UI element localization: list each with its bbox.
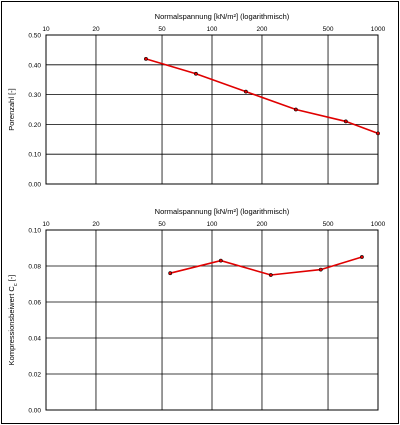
y-tick-label: 0.30: [28, 92, 41, 99]
plot-frame: [45, 229, 379, 411]
data-point: [293, 107, 298, 112]
x-tick-label: 100: [207, 26, 218, 33]
data-point: [144, 56, 148, 61]
y-axis-title: Porenzahl [-]: [7, 88, 16, 131]
x-axis-title: Normalspannung [kN/m²] (logarithmisch): [155, 207, 290, 216]
compression-index-panel: Normalspannung [kN/m²] (logarithmisch) Ko…: [7, 207, 386, 415]
data-point: [218, 258, 223, 263]
x-tick-label: 500: [323, 26, 334, 33]
data-point: [360, 255, 364, 259]
x-tick-label: 200: [257, 26, 268, 33]
data-point: [243, 89, 248, 94]
x-tick-label: 20: [92, 221, 100, 228]
data-point: [343, 119, 348, 124]
x-tick-label: 20: [92, 26, 100, 33]
x-tick-label: 10: [42, 26, 50, 33]
data-point: [268, 273, 273, 277]
x-tick-label: 10: [42, 221, 50, 228]
x-tick-label: 50: [158, 221, 166, 228]
y-tick-label: 0.50: [28, 33, 41, 40]
x-tick-label: 1000: [371, 26, 386, 33]
x-tick-label: 100: [207, 221, 218, 228]
plot-frame: [45, 34, 379, 185]
data-point: [318, 267, 323, 272]
y-tick-label: 0.06: [28, 300, 41, 307]
x-axis-title: Normalspannung [kN/m²] (logarithmisch): [155, 12, 290, 21]
x-tick-label: 50: [158, 26, 166, 33]
compression-curve-panel: Normalspannung [kN/m²] (logarithmisch) Po…: [7, 12, 386, 189]
x-tick-label: 200: [257, 221, 268, 228]
y-tick-label: 0.10: [28, 152, 41, 159]
data-point: [376, 131, 380, 136]
y-tick-label: 0.40: [28, 62, 41, 69]
y-tick-label: 0.00: [28, 408, 41, 415]
y-tick-label: 0.00: [28, 182, 41, 189]
series-line: [145, 58, 379, 135]
x-tick-label: 1000: [371, 221, 386, 228]
y-axis-title: Kompressionsbeiwert Cc [-]: [7, 275, 19, 366]
x-tick-label: 500: [323, 221, 334, 228]
y-tick-label: 0.02: [28, 372, 41, 379]
data-point: [168, 271, 173, 276]
y-tick-label: 0.08: [28, 264, 41, 271]
y-tick-label: 0.20: [28, 122, 41, 129]
data-point: [194, 71, 198, 76]
y-tick-label: 0.10: [28, 228, 41, 235]
y-tick-label: 0.04: [28, 336, 41, 343]
